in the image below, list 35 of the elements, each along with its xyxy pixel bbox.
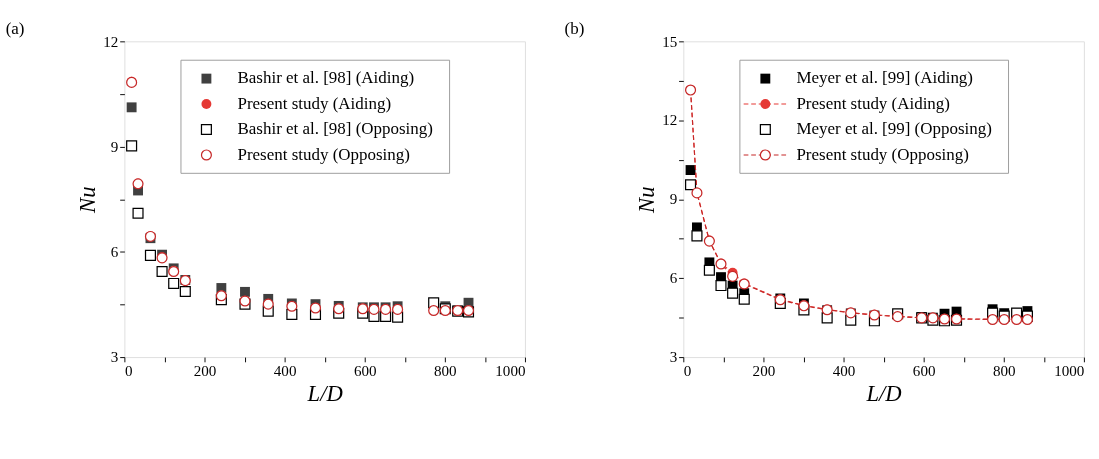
y-tick-label: 12 <box>103 33 119 50</box>
y-tick-label: 9 <box>669 191 678 208</box>
legend-label: Bashir et al. [98] (Aiding) <box>237 68 415 88</box>
y-tick-label: 12 <box>662 112 678 129</box>
x-axis-title: L/D <box>306 380 343 406</box>
legend-label: Meyer et al. [99] (Opposing) <box>796 119 992 139</box>
x-tick-label: 400 <box>273 363 297 380</box>
x-tick-label: 600 <box>353 363 377 380</box>
y-tick-label: 15 <box>662 33 678 50</box>
x-tick-label: 200 <box>193 363 217 380</box>
x-axis-title: L/D <box>865 380 902 406</box>
legend-label: Bashir et al. [98] (Opposing) <box>237 119 433 139</box>
x-tick-label: 200 <box>752 363 776 380</box>
y-tick-label: 3 <box>110 349 119 366</box>
y-tick-label: 9 <box>110 138 119 155</box>
legend-label: Present study (Opposing) <box>796 144 969 164</box>
x-tick-label: 600 <box>912 363 936 380</box>
chart-title: (a) <box>5 18 25 38</box>
chart-title: (b) <box>564 18 585 38</box>
x-tick-label: 1000 <box>495 363 526 380</box>
y-axis-title: Nu <box>74 186 100 214</box>
x-tick-label: 800 <box>434 363 457 380</box>
x-tick-label: 0 <box>124 363 133 380</box>
legend-label: Meyer et al. [99] (Aiding) <box>796 68 973 88</box>
legend-label: Present study (Aiding) <box>237 93 392 113</box>
y-tick-label: 3 <box>669 349 678 366</box>
y-tick-label: 6 <box>110 244 119 261</box>
y-tick-label: 6 <box>669 270 678 287</box>
x-tick-label: 0 <box>683 363 692 380</box>
x-tick-label: 400 <box>832 363 856 380</box>
legend-label: Present study (Aiding) <box>796 93 950 113</box>
legend-label: Present study (Opposing) <box>237 144 410 164</box>
x-tick-label: 800 <box>992 363 1016 380</box>
y-axis-title: Nu <box>633 186 659 214</box>
x-tick-label: 1000 <box>1054 363 1085 380</box>
